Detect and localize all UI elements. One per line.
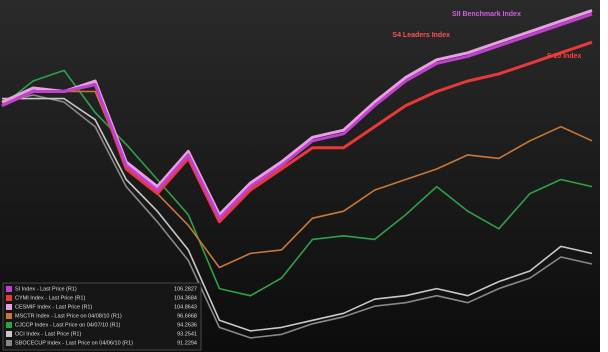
legend-value: 93.2541 — [177, 331, 197, 337]
legend-value: 94.2636 — [177, 322, 197, 328]
series-line — [1, 69, 593, 297]
legend-label: MSCTR Index - Last Price on 04/08/10 (R1… — [15, 313, 122, 319]
legend-swatch — [6, 331, 12, 337]
legend-value: 91.2294 — [177, 340, 197, 346]
series-line — [1, 94, 593, 339]
legend-swatch — [6, 322, 12, 328]
legend-swatch — [6, 304, 12, 310]
series-line — [1, 12, 593, 220]
legend: SI Index - Last Price (R1) 106.2827 CYMI I… — [2, 282, 202, 351]
legend-value: 104.3684 — [174, 295, 197, 301]
legend-swatch — [6, 286, 12, 292]
legend-label: SBOCECUP Index - Last Price on 04/06/10 … — [15, 340, 133, 346]
legend-label: CJCCP Index - Last Price on 04/07/10 (R1… — [15, 322, 121, 328]
legend-label: OCI Index - Last Price (R1) — [15, 331, 81, 337]
annotation: S4 Leaders Index — [392, 32, 450, 39]
legend-value: 96.6668 — [177, 313, 197, 319]
legend-box — [2, 282, 202, 351]
series-line — [2, 97, 593, 332]
right-margin — [600, 0, 608, 352]
lines — [1, 9, 593, 339]
legend-value: 104.8643 — [174, 304, 197, 310]
legend-swatch — [6, 340, 12, 346]
annotations: SII Benchmark Index S4 Leaders Index S 10 … — [392, 11, 581, 60]
series-line — [1, 90, 593, 269]
legend-label: CYMI Index - Last Price (R1) — [15, 295, 85, 301]
legend-swatch — [6, 295, 12, 301]
legend-label: CESMIF Index - Last Price (R1) — [15, 304, 92, 310]
legend-label: SI Index - Last Price (R1) — [15, 286, 77, 292]
annotation: S 10 Index — [547, 53, 582, 60]
legend-swatch — [6, 313, 12, 319]
annotation: SII Benchmark Index — [452, 11, 521, 18]
legend-value: 106.2827 — [174, 286, 197, 292]
